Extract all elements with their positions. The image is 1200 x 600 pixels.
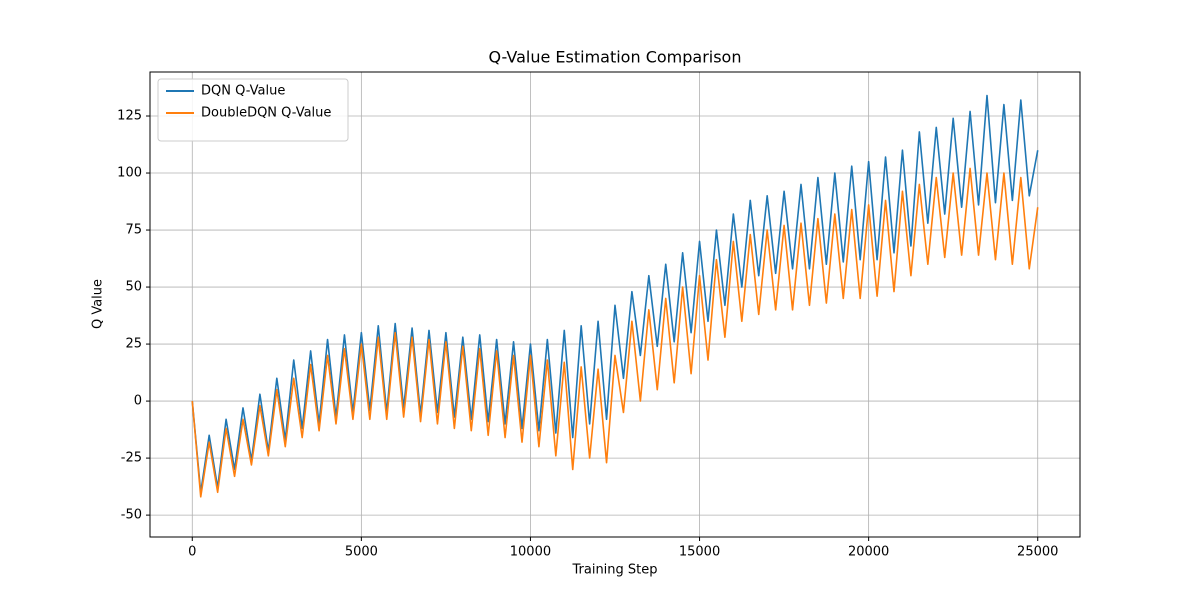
y-tick-label: 100 (117, 166, 142, 181)
x-tick-label: 10000 (510, 545, 551, 560)
y-tick-label: -50 (121, 508, 142, 523)
chart-title: Q-Value Estimation Comparison (489, 48, 742, 67)
legend-label: DQN Q-Value (201, 84, 285, 99)
series-line (191, 94, 1039, 494)
y-tick-label: 50 (125, 280, 142, 295)
legend-label: DoubleDQN Q-Value (201, 106, 331, 121)
series-line (191, 167, 1039, 498)
x-tick-label: 25000 (1017, 545, 1058, 560)
y-tick-label: 25 (125, 337, 142, 352)
legend: DQN Q-Value DoubleDQN Q-Value (157, 78, 349, 142)
x-tick-label: 20000 (848, 545, 889, 560)
y-tick-label: -25 (121, 451, 142, 466)
x-axis-label: Training Step (571, 563, 657, 578)
y-tick-label: 125 (117, 109, 142, 124)
legend-box (157, 78, 349, 142)
x-tick-label: 15000 (679, 545, 720, 560)
y-axis-label: Q Value (91, 279, 106, 329)
y-tick-label: 75 (125, 223, 142, 238)
x-tick-label: 5000 (345, 545, 378, 560)
x-tick-label: 0 (188, 545, 196, 560)
axes-frame (149, 71, 1081, 538)
y-tick-label: 0 (134, 394, 142, 409)
